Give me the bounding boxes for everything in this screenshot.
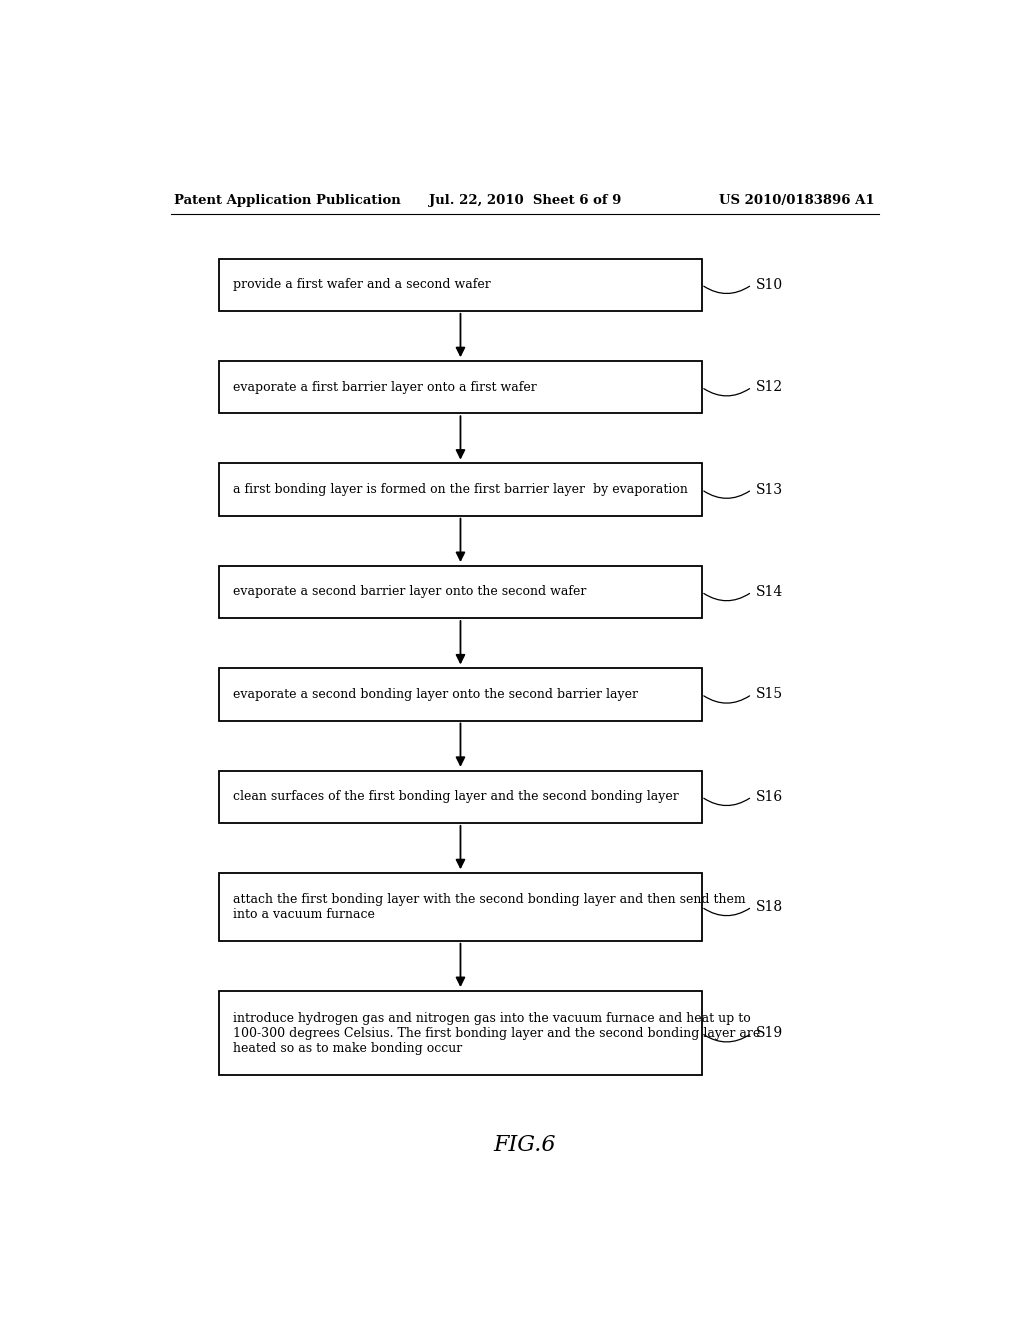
Text: US 2010/0183896 A1: US 2010/0183896 A1 [720,194,876,207]
Text: provide a first wafer and a second wafer: provide a first wafer and a second wafer [233,279,492,292]
Bar [219,566,701,618]
Text: S14: S14 [756,585,783,599]
Text: Patent Application Publication: Patent Application Publication [174,194,401,207]
Bar [219,991,701,1076]
FancyArrowPatch shape [703,908,750,916]
FancyArrowPatch shape [703,1035,750,1041]
Text: evaporate a second bonding layer onto the second barrier layer: evaporate a second bonding layer onto th… [233,688,638,701]
Bar [219,360,701,413]
FancyArrowPatch shape [703,388,750,396]
Bar [219,463,701,516]
FancyArrowPatch shape [703,696,750,704]
Text: a first bonding layer is formed on the first barrier layer  by evaporation: a first bonding layer is formed on the f… [233,483,688,496]
Bar [219,873,701,941]
Text: clean surfaces of the first bonding layer and the second bonding layer: clean surfaces of the first bonding laye… [233,791,679,804]
Text: S16: S16 [756,789,783,804]
Text: Jul. 22, 2010  Sheet 6 of 9: Jul. 22, 2010 Sheet 6 of 9 [429,194,621,207]
FancyArrowPatch shape [703,491,750,499]
Bar [219,259,701,312]
Text: S19: S19 [756,1026,783,1040]
Text: FIG.6: FIG.6 [494,1134,556,1156]
Text: S13: S13 [756,483,783,496]
Text: S18: S18 [756,900,783,913]
Text: S10: S10 [756,277,783,292]
Text: evaporate a second barrier layer onto the second wafer: evaporate a second barrier layer onto th… [233,585,587,598]
Text: introduce hydrogen gas and nitrogen gas into the vacuum furnace and heat up to
1: introduce hydrogen gas and nitrogen gas … [233,1011,761,1055]
FancyArrowPatch shape [703,594,750,601]
Bar [219,771,701,822]
FancyArrowPatch shape [703,799,750,805]
Text: S12: S12 [756,380,783,395]
Text: evaporate a first barrier layer onto a first wafer: evaporate a first barrier layer onto a f… [233,380,538,393]
FancyArrowPatch shape [703,286,750,293]
Bar [219,668,701,721]
Text: S15: S15 [756,688,783,701]
Text: attach the first bonding layer with the second bonding layer and then send them
: attach the first bonding layer with the … [233,892,746,921]
